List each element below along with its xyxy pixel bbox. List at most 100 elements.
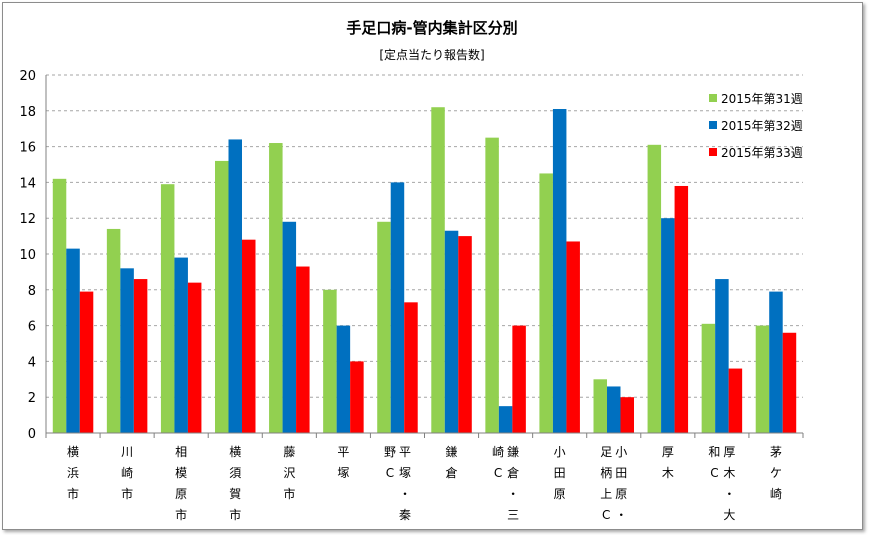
category-char: C [602, 508, 610, 522]
bar-2 [390, 182, 405, 433]
bar-3 [404, 302, 418, 433]
y-tick-label: 8 [28, 284, 36, 299]
category-char: ・ [723, 487, 735, 501]
bar-1 [323, 289, 337, 433]
category-char: 横 [229, 445, 241, 459]
category-char: 厚 [723, 445, 735, 459]
bar-1 [431, 107, 445, 433]
y-tick-label: 14 [19, 176, 36, 191]
category-char: ケ [770, 466, 782, 480]
bar-2 [282, 221, 297, 433]
category-char: 崎 [492, 445, 504, 459]
bar-2 [661, 218, 675, 433]
y-tick-label: 12 [19, 212, 36, 227]
category-char: ・ [507, 487, 519, 501]
category-char: 横 [67, 445, 79, 459]
bar-1 [269, 143, 283, 433]
category-char: C [710, 466, 718, 480]
bar-1 [160, 184, 175, 433]
category-char: 沢 [283, 466, 295, 480]
category-char: 木 [662, 466, 674, 480]
category-char: 大 [723, 508, 735, 522]
category-char: ・ [399, 487, 411, 501]
y-axis-ticks: 0 2 4 6 8 10 12 14 16 18 20 [19, 69, 36, 442]
legend-swatch [709, 121, 717, 129]
category-char: 賀 [229, 487, 241, 501]
bar-2 [228, 139, 242, 433]
category-char: 相 [175, 445, 187, 459]
category-char: 三 [507, 508, 519, 522]
category-char: 塚 [337, 466, 349, 480]
bar-1 [106, 228, 121, 433]
category-char: 柄 [600, 466, 612, 480]
category-char: 倉 [507, 465, 519, 480]
legend-label: 2015年第32週 [721, 119, 803, 133]
category-char: 崎 [770, 487, 782, 501]
category-char: C [386, 466, 394, 480]
category-label: 厚木・大 和C [708, 445, 735, 522]
bar-1 [485, 137, 499, 433]
bars [52, 107, 797, 434]
category-char: 塚 [399, 466, 411, 480]
category-char: 野 [384, 445, 396, 459]
bar-1 [647, 144, 662, 433]
y-tick-label: 4 [28, 355, 36, 370]
bar-3 [350, 361, 364, 433]
category-label: 鎌倉 [446, 444, 458, 480]
category-char: 小 [554, 445, 566, 459]
bar-3 [296, 266, 310, 433]
category-char: 平 [399, 445, 411, 459]
category-char: 原 [615, 487, 627, 501]
y-tick-label: 2 [28, 391, 36, 406]
bar-1 [215, 160, 229, 434]
bar-1 [701, 323, 716, 433]
bar-3 [458, 236, 472, 433]
bar-3 [242, 239, 256, 433]
category-char: ・ [615, 508, 627, 522]
category-char: 厚 [662, 445, 674, 459]
bar-1 [52, 178, 67, 433]
bar-2 [336, 325, 351, 433]
legend-label: 2015年第31週 [721, 92, 803, 106]
category-char: 鎌 [446, 444, 458, 459]
category-char: C [494, 466, 502, 480]
category-char: 倉 [446, 465, 458, 480]
category-label: 川崎市 [121, 445, 133, 501]
category-label: 横浜市 [67, 445, 79, 501]
bar-2 [66, 248, 80, 433]
bar-1 [539, 173, 553, 433]
legend-swatch [709, 148, 717, 156]
category-label: 茅ケ崎 [770, 445, 782, 501]
bar-3 [782, 332, 797, 433]
bar-3 [566, 241, 580, 433]
y-tick-label: 10 [19, 248, 36, 263]
chart-subtitle: [定点当たり報告数] [379, 47, 484, 62]
category-char: 市 [283, 486, 295, 501]
category-char: 鎌 [507, 444, 519, 459]
category-char: 足 [600, 445, 612, 459]
category-char: 小 [615, 445, 627, 459]
category-char: 須 [229, 466, 241, 480]
category-char: 田 [615, 466, 627, 480]
bar-3 [79, 291, 94, 433]
bar-2 [715, 279, 729, 433]
category-char: 木 [723, 466, 735, 480]
y-tick-label: 16 [19, 141, 36, 156]
category-char: 和 [708, 445, 720, 459]
category-label: 小田原 [554, 445, 566, 501]
category-label: 平塚 [337, 445, 349, 480]
bar-2 [498, 406, 513, 433]
bar-3 [133, 279, 148, 433]
category-char: 藤 [283, 445, 295, 459]
bar-3 [728, 368, 743, 433]
category-labels: 横浜市川崎市相模原市横須賀市藤沢市平塚平塚・秦野C鎌倉鎌倉・三崎C小田原小田原・… [67, 444, 782, 522]
bar-3 [512, 325, 526, 433]
category-label: 平塚・秦 野C [384, 445, 411, 522]
bar-2 [120, 268, 134, 433]
y-tick-label: 20 [19, 69, 36, 84]
bar-2 [174, 257, 188, 433]
